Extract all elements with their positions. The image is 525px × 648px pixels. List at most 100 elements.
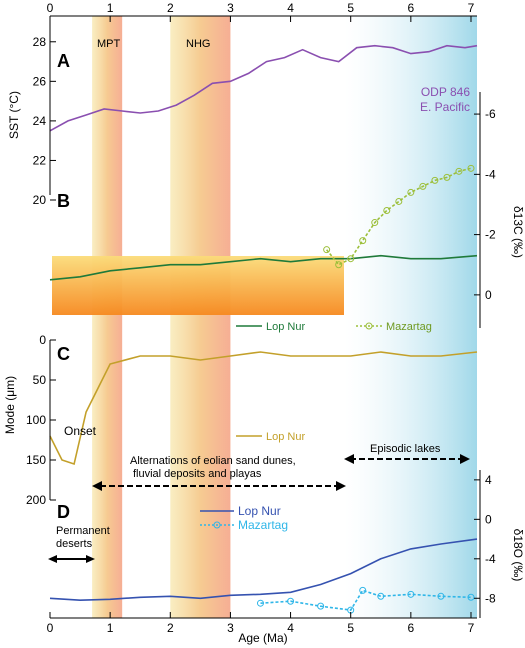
- y-tick-label-3-1: -4: [485, 552, 496, 566]
- nhg-label: NHG: [186, 38, 210, 50]
- y-tick-label-0-1: 22: [33, 153, 47, 167]
- point-1-1-12: [467, 164, 475, 172]
- x-tick-label-bottom-6: 6: [408, 621, 415, 635]
- series-layer: [49, 44, 478, 614]
- episodic-arrow-left: [344, 454, 354, 464]
- x-tick-label-bottom-2: 2: [167, 621, 174, 635]
- legend-b-lopnur: Lop Nur: [266, 321, 305, 333]
- odp-label-1: ODP 846: [421, 85, 470, 99]
- series-1-0: [49, 254, 478, 281]
- shaded-interval-2: [344, 16, 477, 618]
- point-3-1-1: [287, 597, 295, 605]
- y-tick-label-2-2: 100: [26, 413, 46, 427]
- x-tick-label-top-4: 4: [287, 1, 294, 15]
- alternations-arrow-left: [92, 481, 102, 491]
- series-3-1: [260, 589, 472, 611]
- alternations-arrow-right: [336, 481, 346, 491]
- permanent-label-1: Permanent: [56, 525, 110, 537]
- y-tick-label-1-1: -2: [485, 228, 496, 242]
- panel-c-letter: C: [57, 344, 70, 364]
- panel-a-ylabel: SST (°C): [7, 91, 21, 139]
- x-tick-label-top-1: 1: [107, 1, 114, 15]
- shaded-interval-1: [170, 16, 231, 618]
- onset-label: Onset: [64, 424, 97, 438]
- point-1-1-0: [323, 246, 331, 254]
- point-3-1-7: [437, 592, 445, 600]
- x-tick-label-top-2: 2: [167, 1, 174, 15]
- mpt-label: MPT: [97, 38, 121, 50]
- series-0-0: [49, 44, 478, 132]
- series-1-1: [325, 167, 472, 266]
- x-tick-label-bottom-7: 7: [468, 621, 475, 635]
- x-tick-label-top-7: 7: [468, 1, 475, 15]
- panel-d-ylabel: δ18O (‰): [511, 529, 525, 582]
- point-1-1-5: [383, 207, 391, 214]
- carbon-range-box: [52, 256, 344, 315]
- point-1-1-10: [443, 173, 451, 181]
- legend-b-mazartag: Mazartag: [386, 321, 432, 333]
- point-1-1-2: [347, 255, 355, 263]
- y-tick-label-2-0: 0: [39, 333, 46, 347]
- panel-a-letter: A: [57, 51, 70, 71]
- episodic-arrow-right: [460, 454, 470, 464]
- legend-d-lopnur: Lop Nur: [238, 504, 281, 518]
- permanent-label-2: deserts: [56, 538, 93, 550]
- point-3-1-2: [317, 602, 325, 610]
- point-3-1-6: [407, 590, 415, 598]
- point-3-1-4: [359, 586, 367, 594]
- point-1-1-11: [455, 167, 463, 175]
- point-1-1-6: [395, 197, 403, 205]
- odp-label-2: E. Pacific: [420, 100, 470, 114]
- point-1-1-9: [431, 176, 439, 184]
- permanent-arrow-right: [86, 555, 95, 563]
- series-2-0: [49, 351, 478, 466]
- x-tick-label-bottom-3: 3: [227, 621, 234, 635]
- shaded-intervals: [92, 16, 477, 618]
- x-tick-label-top-5: 5: [347, 1, 354, 15]
- episodic-lakes-label: Episodic lakes: [370, 443, 441, 455]
- y-tick-label-3-2: 0: [485, 512, 492, 526]
- x-tick-label-bottom-5: 5: [347, 621, 354, 635]
- series-3-0: [49, 538, 478, 602]
- point-3-1-5: [377, 592, 385, 600]
- y-tick-label-2-1: 50: [33, 373, 47, 387]
- x-tick-label-bottom-0: 0: [47, 621, 54, 635]
- y-tick-label-3-3: 4: [485, 473, 492, 487]
- legend-b-mazartag-marker: [365, 322, 373, 330]
- point-1-1-1: [335, 261, 343, 269]
- point-1-1-8: [419, 182, 427, 190]
- x-tick-label-top-0: 0: [47, 1, 54, 15]
- permanent-arrow-left: [48, 555, 57, 563]
- alternations-label-2: fluvial deposits and playas: [133, 468, 262, 480]
- y-tick-label-3-0: -8: [485, 591, 496, 605]
- point-1-1-3: [359, 237, 367, 245]
- legend-d-mazartag: Mazartag: [238, 518, 288, 532]
- point-3-1-0: [256, 599, 264, 607]
- shaded-interval-0: [92, 16, 123, 618]
- y-tick-label-2-4: 200: [26, 493, 46, 507]
- legend-d-mazartag-marker: [213, 521, 221, 529]
- x-tick-label-top-6: 6: [408, 1, 415, 15]
- point-1-1-4: [371, 219, 379, 227]
- y-tick-label-0-2: 24: [33, 114, 47, 128]
- point-1-1-7: [407, 188, 415, 196]
- x-ticks: 0 0 1 1 2 2 3 3 4 4 5 5 6 6 7 7: [47, 1, 475, 635]
- x-tick-label-bottom-4: 4: [287, 621, 294, 635]
- y-ticks: 20 22 24 26 28 0 -2 -4 -6 0 50 100 150 200 -8 -4 0 4: [26, 35, 496, 605]
- y-tick-label-0-4: 28: [33, 35, 47, 49]
- y-tick-label-1-3: -6: [485, 107, 496, 121]
- x-axis-label: Age (Ma): [238, 631, 287, 645]
- y-tick-label-1-2: -4: [485, 167, 496, 181]
- legend-c-lopnur: Lop Nur: [266, 431, 305, 443]
- panel-b-letter: B: [57, 191, 70, 211]
- panel-c-ylabel: Mode (μm): [3, 376, 17, 434]
- alternations-label-1: Alternations of eolian sand dunes,: [130, 455, 296, 467]
- y-tick-label-2-3: 150: [26, 453, 46, 467]
- panel-b-ylabel: δ13C (‰): [511, 206, 525, 258]
- x-tick-label-bottom-1: 1: [107, 621, 114, 635]
- y-tick-label-1-0: 0: [485, 288, 492, 302]
- point-3-1-8: [467, 593, 475, 601]
- panel-d-letter: D: [57, 502, 70, 522]
- x-tick-label-top-3: 3: [227, 1, 234, 15]
